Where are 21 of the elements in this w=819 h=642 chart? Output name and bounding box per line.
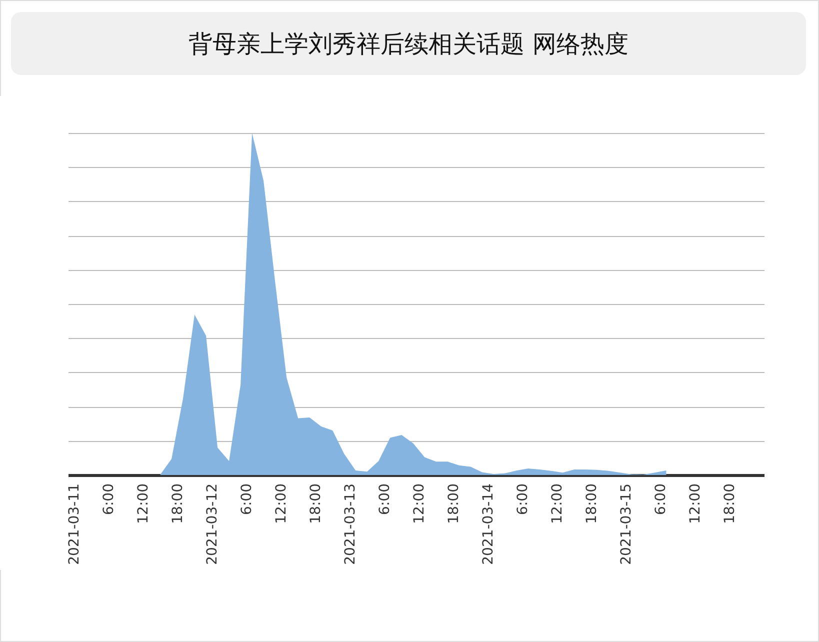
x-tick-label: 12:00 [549, 484, 566, 524]
x-tick-label: 6:00 [238, 484, 255, 515]
x-tick-label: 2021-03-13 [342, 484, 358, 565]
x-tick-label: 2021-03-14 [480, 483, 496, 565]
x-tick-label: 2021-03-15 [618, 484, 634, 565]
x-tick-label: 12:00 [411, 484, 428, 524]
x-tick-label: 2021-03-12 [204, 484, 220, 565]
x-tick-label: 18:00 [170, 484, 186, 524]
x-tick-label: 18:00 [722, 484, 738, 524]
x-tick-label: 18:00 [308, 484, 324, 524]
x-tick-label: 12:00 [273, 484, 290, 524]
x-tick-label: 12:00 [687, 484, 704, 524]
x-tick-label: 2021-03-11 [66, 484, 82, 565]
x-tick-label: 18:00 [446, 484, 462, 524]
x-tick-label: 18:00 [584, 484, 600, 524]
x-tick-label: 6:00 [514, 484, 531, 515]
x-tick-label: 6:00 [652, 484, 669, 515]
x-tick-label: 6:00 [376, 484, 393, 515]
x-tick-label: 6:00 [100, 484, 117, 515]
x-tick-label: 12:00 [135, 484, 152, 524]
chart-title: 背母亲上学刘秀祥后续相关话题 网络热度 [11, 12, 806, 75]
